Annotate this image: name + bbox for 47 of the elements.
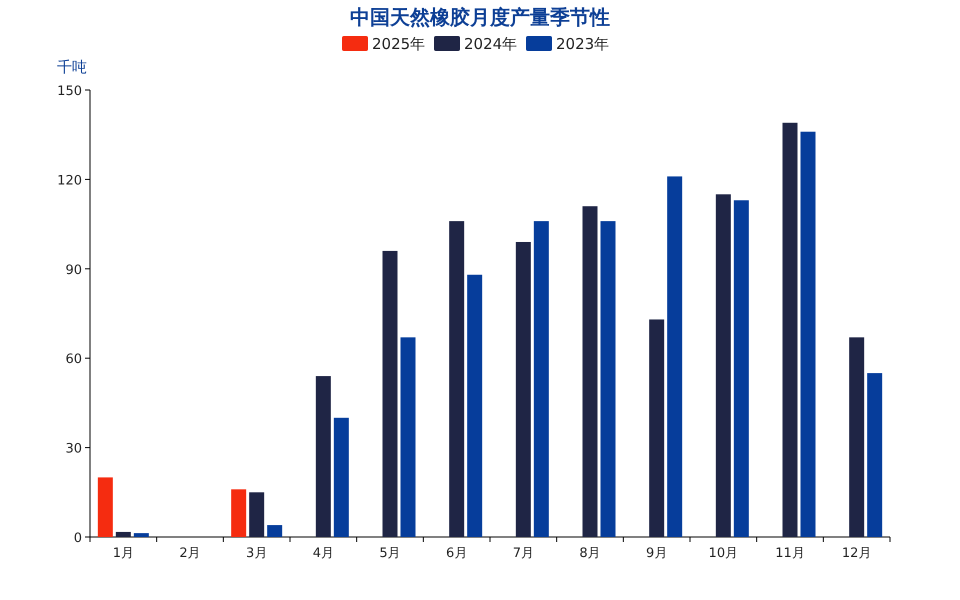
bar — [249, 492, 264, 537]
bar — [734, 200, 749, 537]
x-tick-label: 2月 — [179, 546, 201, 561]
bar — [516, 242, 531, 537]
bar — [534, 221, 549, 537]
bar — [231, 489, 246, 537]
x-tick-label: 3月 — [246, 546, 268, 561]
y-tick-label: 90 — [65, 262, 82, 278]
bar — [316, 376, 331, 537]
x-tick-label: 1月 — [112, 546, 134, 561]
y-tick-label: 30 — [65, 442, 82, 457]
bar — [582, 206, 598, 537]
bar — [800, 132, 816, 537]
bar — [667, 176, 682, 537]
bar — [449, 221, 464, 537]
bar — [116, 532, 131, 537]
bar — [867, 373, 882, 537]
legend-label: 2024年 — [464, 35, 518, 53]
bar — [782, 122, 798, 537]
y-tick-label: 150 — [57, 84, 82, 99]
x-tick-label: 11月 — [775, 546, 805, 561]
x-tick-label: 9月 — [646, 546, 668, 561]
chart-title: 中国天然橡胶月度产量季节性 — [350, 5, 610, 29]
bar — [400, 337, 416, 537]
bar — [716, 194, 731, 537]
bar — [334, 418, 349, 537]
y-axis-title: 千吨 — [57, 58, 87, 76]
bar — [382, 250, 398, 537]
x-tick-label: 5月 — [379, 546, 401, 561]
y-tick-label: 0 — [74, 531, 82, 546]
bar — [267, 525, 282, 537]
y-tick-label: 120 — [57, 173, 82, 188]
bar — [98, 477, 113, 537]
x-tick-label: 10月 — [708, 546, 738, 561]
legend-label: 2023年 — [556, 35, 610, 53]
x-tick-label: 6月 — [446, 546, 468, 561]
x-tick-label: 12月 — [842, 546, 872, 561]
x-tick-label: 4月 — [312, 546, 334, 561]
legend-label: 2025年 — [372, 35, 426, 53]
bar — [849, 337, 864, 537]
x-tick-label: 8月 — [579, 546, 601, 561]
bar — [467, 274, 482, 537]
bar — [649, 319, 664, 537]
x-tick-label: 7月 — [512, 546, 534, 561]
bar — [600, 221, 616, 537]
y-tick-label: 60 — [65, 352, 82, 368]
bar — [134, 533, 149, 537]
